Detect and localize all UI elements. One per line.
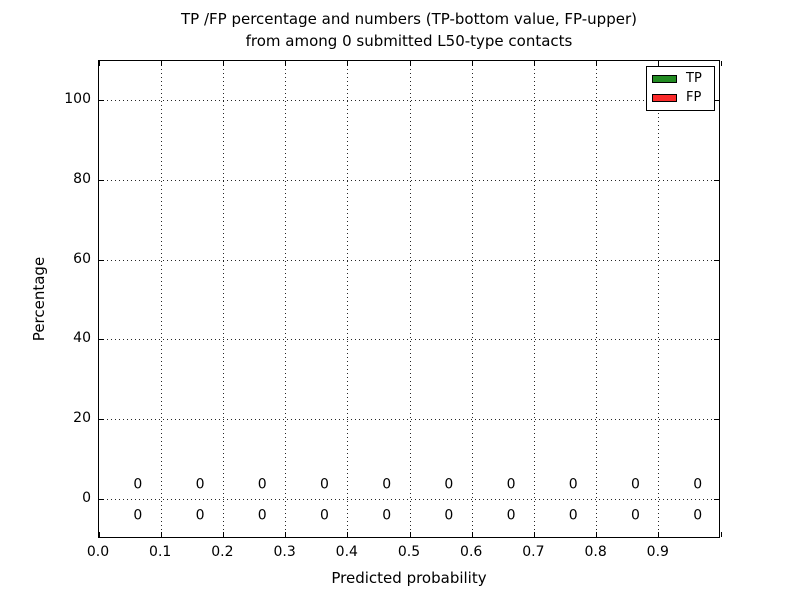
x-tick-label: 0.6 bbox=[460, 544, 483, 560]
y-tick-mark bbox=[714, 100, 719, 102]
h-gridline bbox=[99, 259, 719, 261]
y-tick-label: 100 bbox=[64, 91, 91, 108]
h-gridline bbox=[99, 419, 719, 420]
y-tick-label: 80 bbox=[73, 171, 91, 187]
x-tick-label: 0.8 bbox=[584, 544, 607, 560]
tp-count-label: 0 bbox=[568, 507, 578, 524]
legend-item-fp: FP bbox=[652, 89, 709, 105]
tp-count-label: 0 bbox=[382, 507, 392, 524]
tp-count-label: 0 bbox=[257, 507, 267, 524]
x-tick-label: 0.5 bbox=[397, 544, 421, 560]
fp-count-label: 0 bbox=[195, 476, 205, 493]
tp-count-label: 0 bbox=[320, 507, 329, 524]
y-tick-label: 20 bbox=[73, 410, 91, 426]
x-tick-label: 0.7 bbox=[522, 544, 545, 560]
x-tick-mark bbox=[160, 61, 162, 66]
x-tick-mark bbox=[409, 532, 411, 537]
x-tick-mark bbox=[347, 61, 349, 66]
x-tick-mark bbox=[347, 532, 349, 537]
fp-count-label: 0 bbox=[133, 476, 143, 493]
y-tick-mark bbox=[714, 498, 719, 500]
x-tick-mark bbox=[160, 532, 162, 537]
x-tick-mark bbox=[222, 61, 224, 66]
y-tick-label: 60 bbox=[73, 250, 91, 267]
x-tick-mark bbox=[222, 532, 224, 537]
plot-area: 0 0 0 0 0 0 0 0 0 0 0 0 0 0 0 0 0 0 0 0 bbox=[98, 60, 722, 538]
x-axis-label: Predicted probability bbox=[331, 569, 487, 587]
chart-title-line-1: TP /FP percentage and numbers (TP-bottom… bbox=[181, 10, 637, 28]
x-tick-mark bbox=[596, 61, 598, 66]
y-tick-mark bbox=[714, 419, 719, 420]
fp-count-label: 0 bbox=[568, 476, 578, 493]
x-tick-mark bbox=[533, 532, 535, 537]
tp-count-label: 0 bbox=[133, 507, 143, 524]
v-gridline bbox=[596, 61, 598, 537]
y-tick-mark bbox=[99, 419, 104, 420]
tp-count-label: 0 bbox=[444, 507, 454, 524]
fp-color-swatch bbox=[652, 93, 677, 102]
tp-count-label: 0 bbox=[506, 507, 516, 524]
v-gridline bbox=[347, 61, 349, 537]
x-tick-mark bbox=[596, 532, 598, 537]
x-tick-mark bbox=[720, 61, 722, 66]
y-tick-mark bbox=[714, 180, 719, 181]
y-tick-mark bbox=[99, 259, 104, 261]
tp-count-label: 0 bbox=[693, 507, 703, 524]
fp-count-label: 0 bbox=[506, 476, 516, 493]
tp-color-swatch bbox=[652, 75, 677, 84]
x-tick-label: 0.4 bbox=[335, 544, 358, 560]
fp-count-label: 0 bbox=[257, 476, 267, 493]
x-tick-mark bbox=[658, 532, 660, 537]
h-gridline bbox=[99, 339, 719, 341]
x-tick-mark bbox=[720, 532, 722, 537]
x-tick-label: 0.1 bbox=[149, 544, 172, 560]
x-tick-mark bbox=[471, 532, 473, 537]
x-tick-label: 0.9 bbox=[646, 544, 669, 560]
v-gridline bbox=[160, 61, 162, 537]
legend-label-tp: TP bbox=[686, 71, 702, 87]
y-tick-mark bbox=[714, 339, 719, 341]
chart-title-line-2: from among 0 submitted L50-type contacts bbox=[245, 32, 573, 50]
legend: TP FP bbox=[646, 66, 715, 111]
x-tick-mark bbox=[285, 532, 287, 537]
v-gridline bbox=[222, 61, 224, 537]
y-tick-mark bbox=[99, 100, 104, 102]
x-tick-mark bbox=[98, 532, 100, 537]
y-tick-mark bbox=[99, 498, 104, 500]
v-gridline bbox=[471, 61, 473, 537]
h-gridline bbox=[99, 100, 719, 102]
h-gridline bbox=[99, 498, 719, 500]
h-gridline bbox=[99, 180, 719, 181]
x-tick-label: 0.0 bbox=[86, 544, 110, 560]
tp-count-label: 0 bbox=[631, 507, 640, 524]
x-tick-mark bbox=[409, 61, 411, 66]
x-tick-mark bbox=[533, 61, 535, 66]
x-tick-mark bbox=[658, 61, 660, 66]
fp-count-label: 0 bbox=[693, 476, 703, 493]
v-gridline bbox=[658, 61, 660, 537]
v-gridline bbox=[409, 61, 411, 537]
y-tick-mark bbox=[99, 339, 104, 341]
legend-item-tp: TP bbox=[652, 72, 709, 86]
y-axis-label: Percentage bbox=[30, 256, 48, 342]
fp-count-label: 0 bbox=[444, 476, 454, 493]
chart-title: TP /FP percentage and numbers (TP-bottom… bbox=[98, 8, 720, 52]
fp-count-label: 0 bbox=[631, 476, 640, 493]
y-tick-label: 40 bbox=[73, 330, 91, 347]
legend-label-fp: FP bbox=[686, 89, 702, 105]
y-tick-label: 0 bbox=[82, 489, 91, 506]
x-tick-label: 0.2 bbox=[211, 544, 234, 560]
fp-count-label: 0 bbox=[382, 476, 392, 493]
y-tick-mark bbox=[99, 180, 104, 181]
fp-count-label: 0 bbox=[320, 476, 329, 493]
x-tick-mark bbox=[285, 61, 287, 66]
y-tick-mark bbox=[714, 259, 719, 261]
v-gridline bbox=[533, 61, 535, 537]
x-tick-mark bbox=[471, 61, 473, 66]
v-gridline bbox=[285, 61, 287, 537]
tp-count-label: 0 bbox=[195, 507, 205, 524]
x-tick-mark bbox=[98, 61, 100, 66]
x-tick-label: 0.3 bbox=[273, 544, 296, 560]
